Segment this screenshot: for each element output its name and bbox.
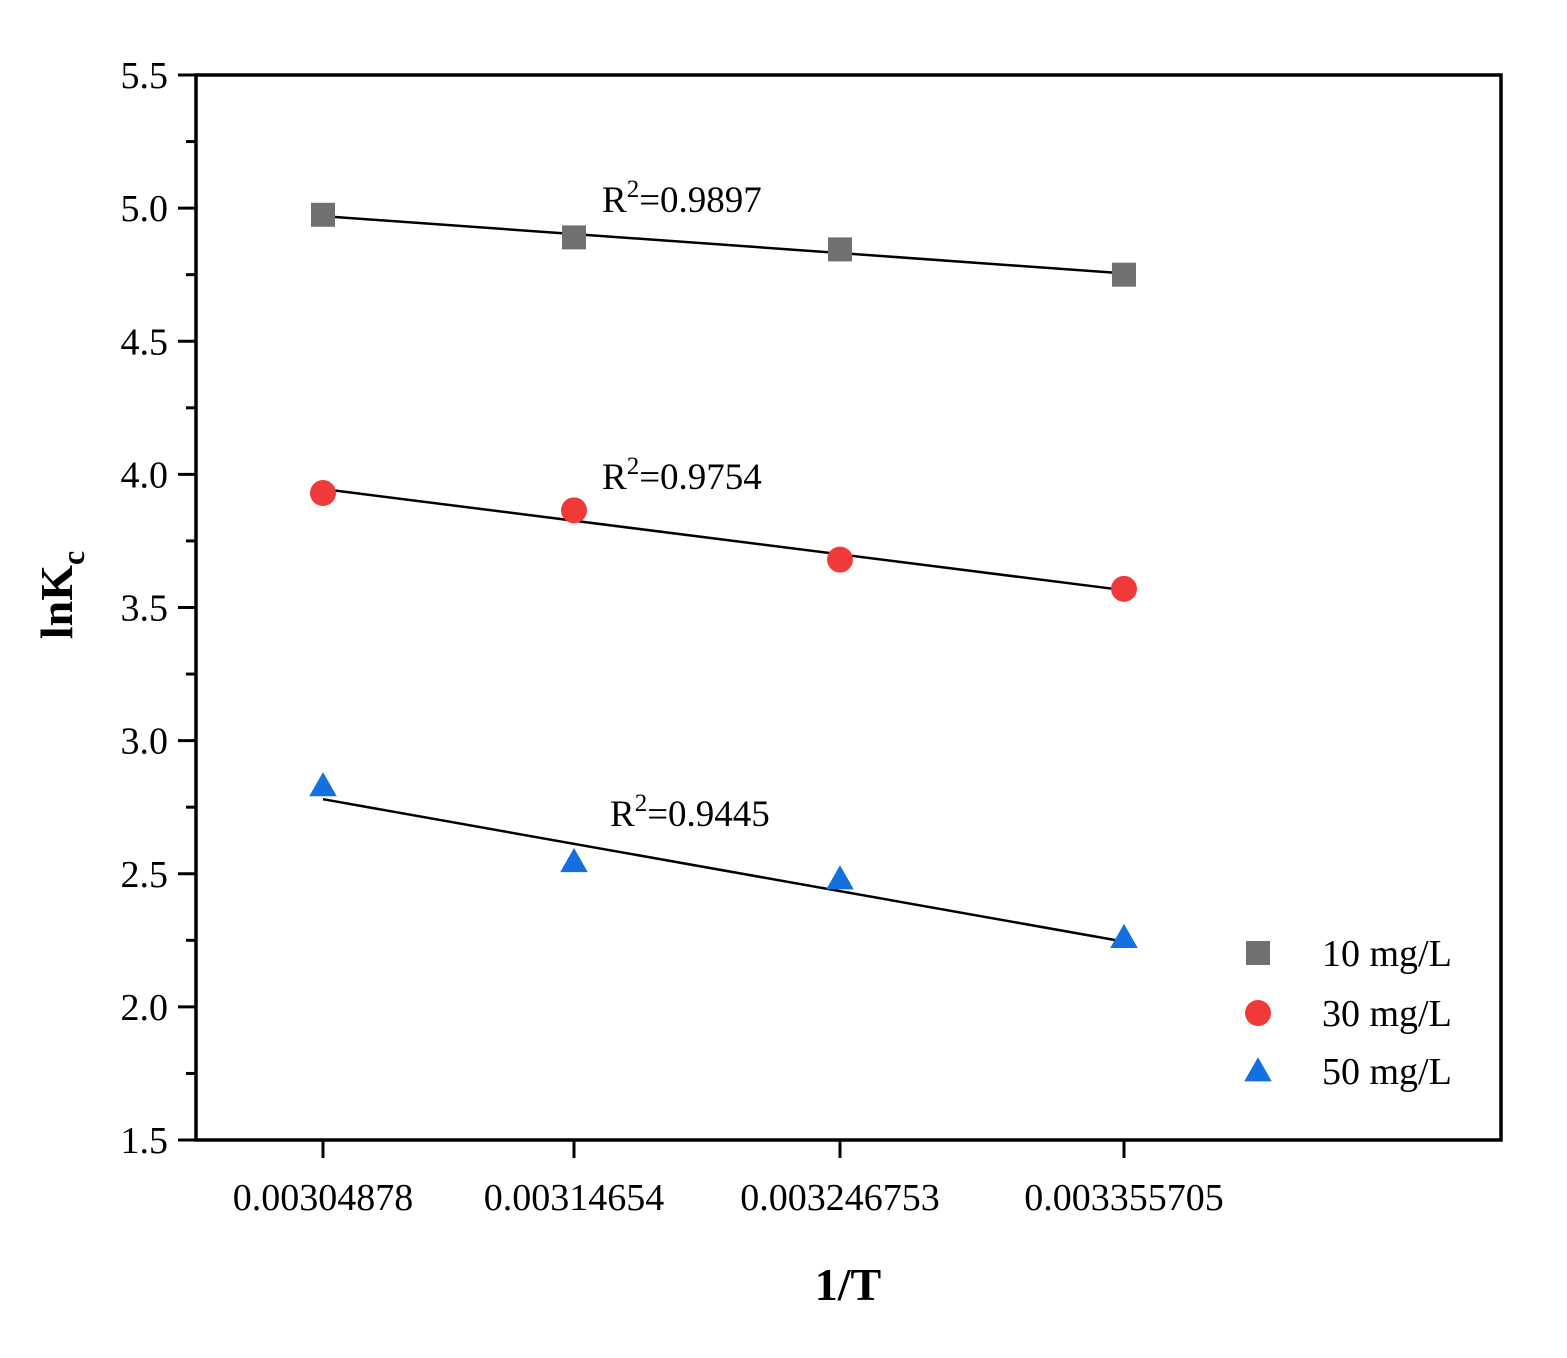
x-tick-label: 0.003246753 xyxy=(740,1177,940,1219)
x-tick-label: 0.00314654 xyxy=(484,1177,665,1219)
y-tick-label: 4.5 xyxy=(121,321,169,363)
r2-value: =0.9445 xyxy=(647,794,770,835)
r2-superscript: 2 xyxy=(635,790,648,817)
data-point xyxy=(309,772,337,797)
r2-symbol: R xyxy=(602,457,627,498)
legend: 10 mg/L 30 mg/L 50 mg/L xyxy=(1244,933,1452,1093)
y-tick-label: 2.0 xyxy=(121,987,169,1029)
r2-label: R2=0.9754 xyxy=(602,453,762,498)
data-point xyxy=(826,865,854,890)
data-point xyxy=(1110,923,1138,948)
data-point xyxy=(560,847,588,873)
fit-line xyxy=(322,487,1125,592)
fit-lines xyxy=(322,214,1125,943)
y-axis-title-main: lnK xyxy=(31,565,82,639)
legend-label: 50 mg/L xyxy=(1322,1051,1452,1093)
x-tick-label: 0.003355705 xyxy=(1024,1177,1224,1219)
y-tick-label: 3.0 xyxy=(121,721,169,763)
fit-line xyxy=(322,797,1125,943)
y-axis: 1.5 2.0 2.5 3.0 3.5 4.0 4.5 5.0 5.5 xyxy=(121,55,196,1162)
data-markers xyxy=(309,202,1138,948)
legend-label: 10 mg/L xyxy=(1322,933,1452,975)
legend-label: 30 mg/L xyxy=(1322,993,1452,1035)
r2-label: R2=0.9897 xyxy=(602,176,762,221)
y-tick-label: 3.5 xyxy=(121,588,169,630)
legend-marker xyxy=(1246,941,1270,965)
legend-marker xyxy=(1245,1000,1271,1026)
y-axis-title-subscript: c xyxy=(55,551,91,565)
r2-superscript: 2 xyxy=(627,453,640,480)
data-point xyxy=(1112,262,1136,287)
r2-label: R2=0.9445 xyxy=(610,790,770,835)
y-tick-label: 5.5 xyxy=(121,55,169,97)
data-point xyxy=(562,225,586,250)
data-point xyxy=(311,202,335,227)
data-point xyxy=(828,237,852,262)
data-point xyxy=(310,480,336,507)
y-tick-label: 4.0 xyxy=(121,454,169,496)
r2-superscript: 2 xyxy=(627,176,640,203)
plot-frame xyxy=(194,73,1503,1142)
r2-value: =0.9754 xyxy=(639,457,762,498)
y-tick-label: 1.5 xyxy=(121,1120,169,1162)
r2-symbol: R xyxy=(610,794,635,835)
data-point xyxy=(1111,575,1137,602)
r2-symbol: R xyxy=(602,180,627,221)
x-axis-title: 1/T xyxy=(815,1259,881,1310)
x-axis: 0.00304878 0.00314654 0.003246753 0.0033557… xyxy=(233,1140,1224,1219)
r2-value: =0.9897 xyxy=(639,180,762,221)
y-tick-label: 2.5 xyxy=(121,854,169,896)
data-point xyxy=(561,497,587,524)
y-tick-label: 5.0 xyxy=(121,188,169,230)
legend-marker xyxy=(1244,1057,1272,1082)
fit-line xyxy=(322,214,1125,275)
y-axis-title: lnKc xyxy=(31,551,91,639)
data-point xyxy=(827,546,853,573)
x-tick-label: 0.00304878 xyxy=(233,1177,414,1219)
